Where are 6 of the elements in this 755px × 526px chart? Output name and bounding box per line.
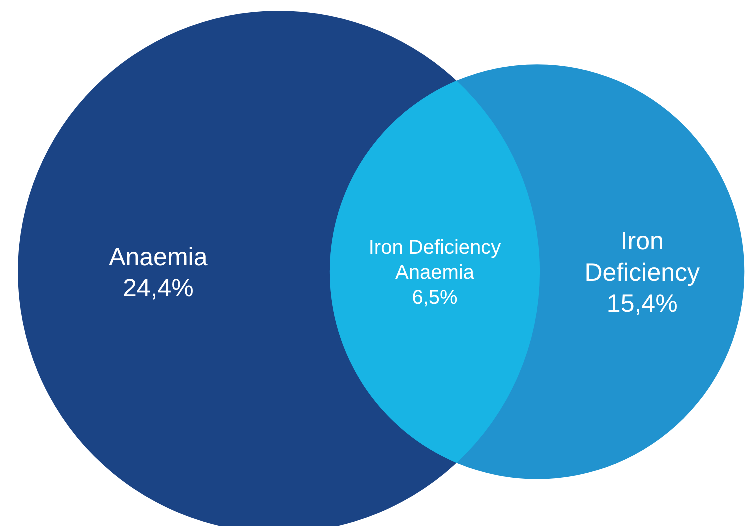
category-label: Iron Deficiency Anaemia (368, 237, 502, 284)
category-label: Anaemia (109, 243, 208, 272)
data-label: 6,5% (412, 287, 458, 310)
category-label: Iron Deficiency (584, 228, 701, 287)
data-label: 15,4% (606, 290, 678, 318)
data-label: 24,4% (122, 274, 194, 303)
